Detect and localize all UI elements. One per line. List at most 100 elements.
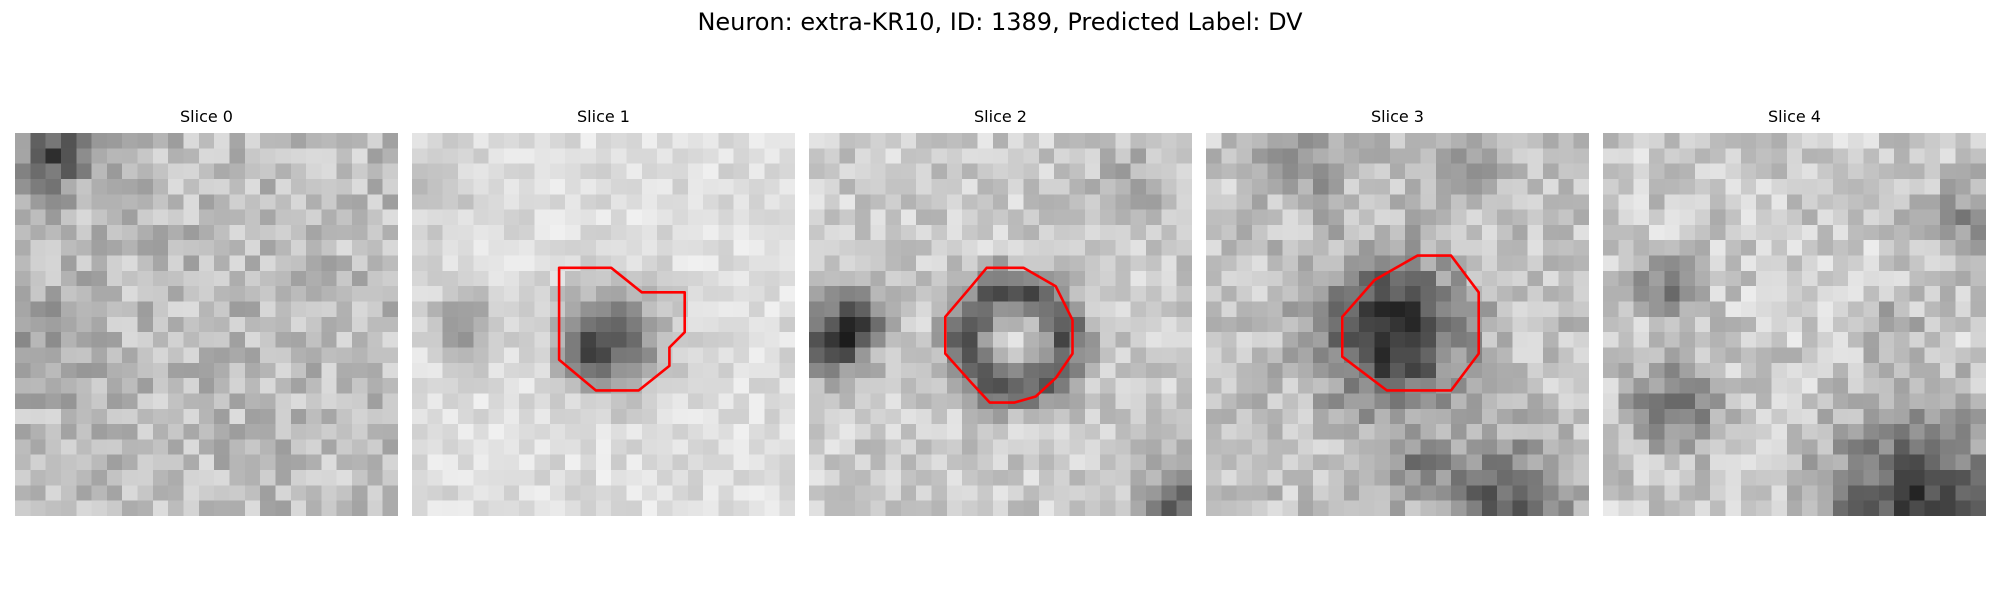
voxel [916,393,933,410]
voxel [1710,209,1727,226]
voxel [1497,424,1513,440]
voxel [687,470,704,486]
voxel [1863,286,1880,303]
voxel [1573,485,1589,502]
voxel [229,148,246,165]
voxel [962,301,979,318]
voxel [214,194,230,211]
voxel [352,485,368,502]
voxel [1618,470,1635,486]
voxel [1878,148,1895,165]
voxel [91,163,108,180]
voxel [962,178,979,195]
voxel [1618,332,1635,348]
voxel [1297,301,1314,318]
voxel [1955,393,1972,410]
voxel [946,163,963,180]
voxel [244,316,261,333]
voxel [657,240,673,257]
voxel [244,454,261,471]
voxel [1313,255,1330,272]
voxel [122,316,139,333]
voxel [352,362,368,379]
voxel [1359,209,1376,226]
voxel [1618,224,1635,241]
voxel [764,194,781,211]
voxel [1603,485,1619,502]
voxel [565,347,582,364]
voxel [1648,209,1665,226]
voxel [839,301,856,318]
voxel [244,347,261,364]
voxel [946,224,963,241]
voxel [1648,347,1665,364]
voxel [412,209,428,226]
voxel [1573,439,1589,456]
voxel [76,393,93,410]
voxel [641,500,658,516]
voxel [382,178,398,195]
voxel [1940,286,1956,303]
voxel [519,347,536,364]
voxel [1679,454,1696,471]
voxel [306,178,322,195]
voxel [1940,470,1956,486]
voxel [1130,408,1147,425]
voxel [1038,301,1055,318]
voxel [382,500,398,516]
voxel [306,332,322,348]
voxel [626,500,643,516]
voxel [1512,316,1529,333]
voxel [1206,209,1222,226]
voxel [367,378,384,394]
voxel [672,378,689,394]
voxel [1527,424,1544,440]
voxel [1176,439,1192,456]
voxel [122,470,139,486]
voxel [45,424,62,440]
voxel [1328,332,1345,348]
voxel [473,270,490,287]
voxel [1802,163,1818,180]
voxel [1038,286,1055,303]
voxel [1802,316,1818,333]
voxel [1940,408,1956,425]
voxel [885,224,902,241]
voxel [229,301,246,318]
voxel [519,270,536,287]
voxel [733,148,750,165]
voxel [1221,209,1238,226]
voxel [1802,178,1818,195]
voxel [367,439,384,456]
voxel [1558,408,1575,425]
voxel [1497,439,1513,456]
voxel [1008,270,1024,287]
voxel [809,133,825,149]
voxel [122,194,139,211]
voxel [839,347,856,364]
voxel [442,362,459,379]
voxel [1206,485,1222,502]
voxel [703,316,719,333]
voxel [45,362,62,379]
voxel [977,332,994,348]
voxel [152,209,169,226]
voxel [1940,209,1956,226]
voxel [321,408,338,425]
voxel [641,255,658,272]
voxel [1297,500,1314,516]
voxel [60,148,77,165]
voxel [427,378,444,394]
voxel [503,240,520,257]
voxel [106,500,123,516]
voxel [1115,301,1132,318]
voxel [1756,424,1773,440]
voxel [992,286,1009,303]
voxel [1328,133,1345,149]
voxel [1435,209,1452,226]
voxel [749,393,765,410]
voxel [76,133,93,149]
voxel [885,408,902,425]
voxel [565,270,582,287]
voxel [1221,270,1238,287]
